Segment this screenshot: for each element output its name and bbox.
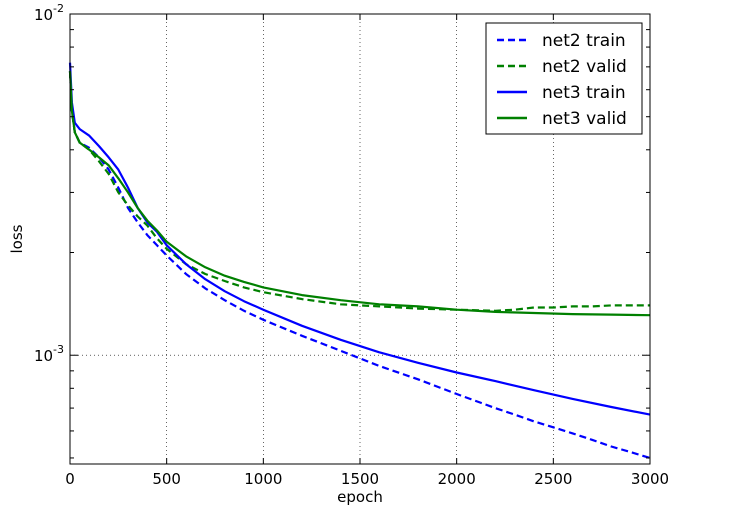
- x-tick-label: 3000: [631, 470, 669, 488]
- series-layer: [68, 62, 651, 460]
- x-tick-label: 0: [65, 470, 75, 488]
- tick-labels: 0 500 1000 1500 2000 2500 3000 10-2 10-3: [34, 2, 669, 488]
- x-tick-label: 1500: [341, 470, 379, 488]
- x-tick-label: 2000: [438, 470, 476, 488]
- grid-lines: [70, 14, 650, 464]
- y-tick-label: 10-2: [34, 2, 64, 24]
- legend-label-net2-train: net2 train: [542, 31, 626, 51]
- series-line-net2-valid: [68, 71, 650, 312]
- x-axis-label: epoch: [337, 488, 383, 506]
- series-line-net3-train: [68, 62, 651, 416]
- legend: net2 train net2 valid net3 train net3 valid: [485, 22, 643, 135]
- x-tick-label: 1000: [244, 470, 282, 488]
- y-axis-label: loss: [8, 224, 26, 253]
- tick-marks: [69, 13, 651, 464]
- x-tick-label: 2500: [534, 470, 572, 488]
- legend-label-net3-valid: net3 valid: [542, 109, 627, 129]
- x-tick-label: 500: [152, 470, 181, 488]
- y-tick-label: 10-3: [34, 343, 64, 365]
- series-line-net3-valid: [68, 71, 651, 317]
- legend-label-net3-train: net3 train: [542, 83, 626, 103]
- legend-label-net2-valid: net2 valid: [542, 57, 627, 77]
- legend-box: [485, 22, 643, 135]
